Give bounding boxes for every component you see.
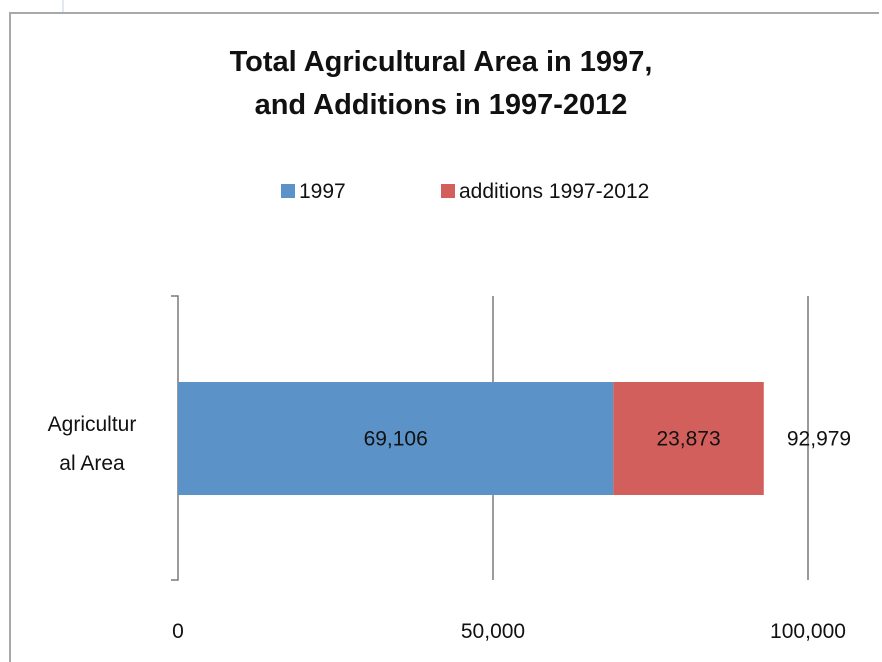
bars: 69,106 23,873 92,979 <box>178 382 851 495</box>
category-label-line-2: al Area <box>59 452 125 475</box>
chart-title-line-2: and Additions in 1997-2012 <box>255 89 628 121</box>
legend-label: 1997 <box>299 180 346 203</box>
category-axis <box>171 295 179 581</box>
bar-segment <box>178 382 614 495</box>
legend: 1997 additions 1997-2012 <box>281 180 649 203</box>
corner-mark <box>62 0 64 12</box>
legend-label: additions 1997-2012 <box>459 180 649 203</box>
legend-swatch <box>281 184 295 198</box>
x-tick-label: 100,000 <box>770 620 846 643</box>
legend-swatch <box>441 184 455 198</box>
bar-segment <box>613 382 764 495</box>
x-axis-tick-labels: 0 50,000 100,000 <box>172 620 846 643</box>
category-label-line-1: Agricultur <box>48 413 137 436</box>
x-tick-label: 0 <box>172 620 184 643</box>
chart-frame <box>9 12 879 662</box>
total-label: 92,979 <box>787 428 851 451</box>
chart-title-line-1: Total Agricultural Area in 1997, <box>230 46 653 78</box>
data-label: 69,106 <box>364 428 428 451</box>
data-label: 23,873 <box>656 428 720 451</box>
x-tick-label: 50,000 <box>461 620 525 643</box>
